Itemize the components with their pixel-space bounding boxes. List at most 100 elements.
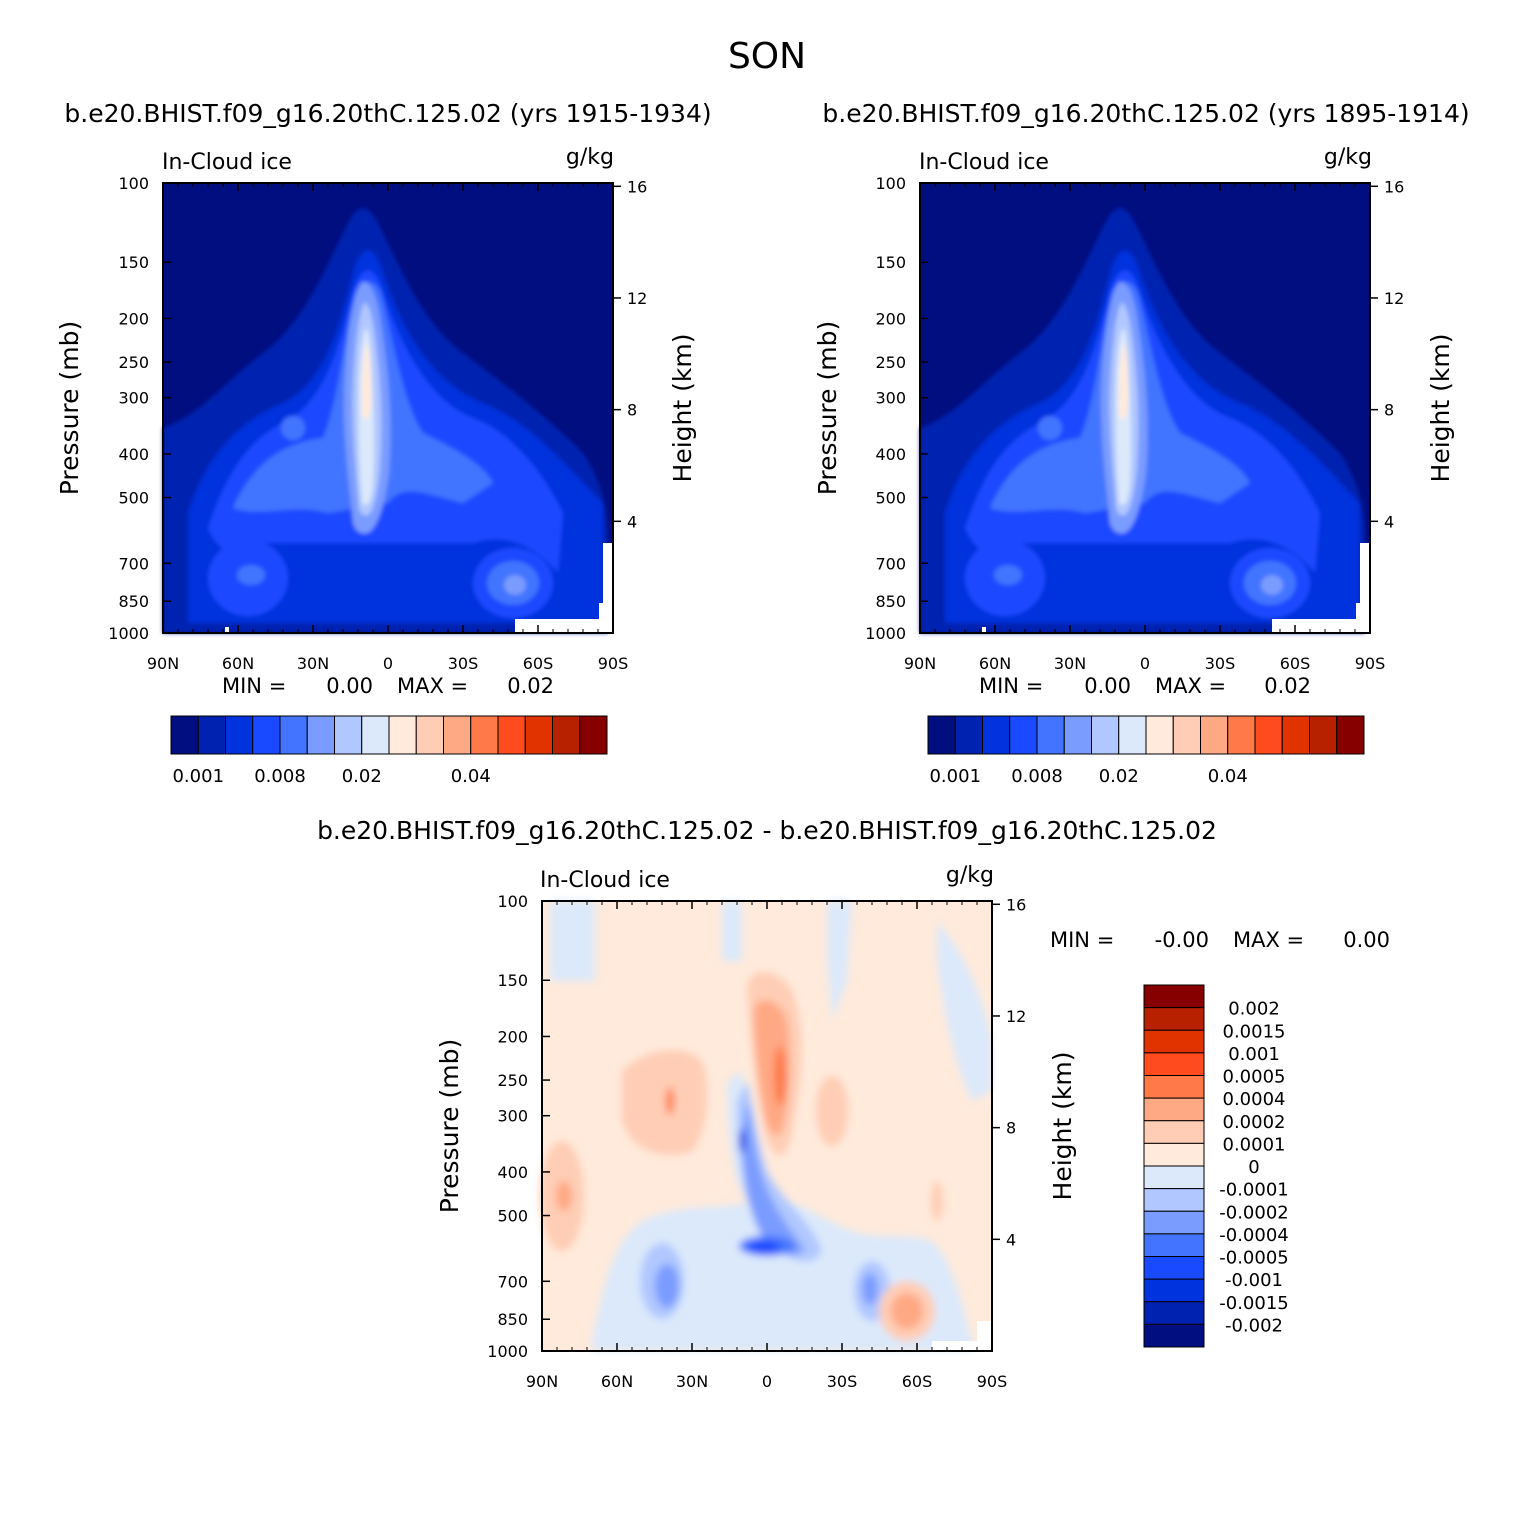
y-tick-label: 1000: [487, 1342, 528, 1361]
x-tick-label: 30S: [827, 1372, 858, 1391]
panel-right-min-label: MIN =: [979, 674, 1043, 698]
panel-left-ylabel-right: Height (km): [668, 334, 697, 483]
colorbar-box: [225, 715, 254, 755]
colorbar-label: 0.008: [254, 766, 306, 787]
y-tick-label: 1000: [108, 624, 149, 643]
x-tick-label: 30S: [448, 654, 479, 673]
colorbar-box: [1145, 715, 1174, 755]
y-tick-label: 400: [118, 445, 149, 464]
colorbar-box: [982, 715, 1011, 755]
panel-left-colorbar: 0.001 0.008 0.02 0.04: [170, 715, 608, 787]
panel-diff-min-label: MIN =: [1050, 928, 1114, 952]
colorbar-box: [1143, 1120, 1205, 1144]
x-tick-label: 60S: [1280, 654, 1311, 673]
main-title: SON: [728, 36, 806, 77]
panel-diff-max-label: MAX =: [1233, 928, 1304, 952]
colorbar-box: [1143, 1165, 1205, 1190]
colorbar-box: [415, 715, 444, 755]
colorbar-label: 0.001: [1228, 1044, 1280, 1065]
colorbar-box: [497, 715, 526, 755]
y-tick-label: 700: [118, 554, 149, 573]
panel-right-plot: [919, 182, 1371, 634]
y-right-tick-label: 16: [1006, 895, 1026, 914]
y-tick-label: 200: [497, 1027, 528, 1046]
panel-diff-colorbar: 0.0020.00150.0010.00050.00040.00020.0001…: [1143, 984, 1289, 1348]
y-tick-label: 150: [497, 971, 528, 990]
x-tick-label: 0: [1140, 654, 1150, 673]
y-right-tick-label: 16: [627, 177, 647, 196]
colorbar-box: [1143, 1278, 1205, 1303]
colorbar-box: [1227, 715, 1256, 755]
y-tick-label: 250: [118, 353, 149, 372]
x-tick-label: 30S: [1205, 654, 1236, 673]
y-tick-label: 150: [118, 253, 149, 272]
colorbar-label: 0.0015: [1223, 1021, 1286, 1042]
colorbar-label: 0.04: [1208, 766, 1248, 787]
y-tick-label: 300: [497, 1107, 528, 1126]
panel-left-max-value: 0.02: [507, 674, 554, 698]
y-tick-label: 850: [497, 1310, 528, 1329]
colorbar-box: [443, 715, 472, 755]
y-tick-label: 500: [118, 489, 149, 508]
panel-right-max-label: MAX =: [1155, 674, 1226, 698]
colorbar-label: -0.002: [1225, 1315, 1283, 1336]
colorbar-label: -0.0002: [1219, 1202, 1288, 1223]
y-right-tick-label: 8: [627, 401, 637, 420]
colorbar-box: [1143, 1029, 1205, 1054]
colorbar-box: [552, 715, 581, 755]
panel-left-title: b.e20.BHIST.f09_g16.20thC.125.02 (yrs 19…: [64, 99, 711, 128]
x-tick-label: 0: [383, 654, 393, 673]
colorbar-label: 0.002: [1228, 999, 1280, 1020]
colorbar-box: [170, 715, 199, 755]
y-tick-label: 400: [875, 445, 906, 464]
colorbar-box: [1143, 1075, 1205, 1099]
panel-diff-title: b.e20.BHIST.f09_g16.20thC.125.02 - b.e20…: [317, 816, 1217, 845]
panel-diff-ylabel: Pressure (mb): [435, 1039, 464, 1213]
panel-left-max-label: MAX =: [397, 674, 468, 698]
panel-diff-units: g/kg: [946, 863, 994, 888]
x-tick-label: 90S: [977, 1372, 1008, 1391]
colorbar-label: 0.0002: [1223, 1112, 1286, 1133]
colorbar-box: [1309, 715, 1338, 755]
colorbar-box: [306, 715, 335, 755]
x-tick-label: 60S: [523, 654, 554, 673]
y-right-tick-label: 8: [1006, 1119, 1016, 1138]
panel-left-left-string: In-Cloud ice: [162, 150, 292, 175]
x-tick-label: 30N: [297, 654, 329, 673]
x-tick-label: 90N: [147, 654, 179, 673]
colorbar-box: [1143, 1097, 1205, 1122]
colorbar-box: [1172, 715, 1201, 755]
panel-right: b.e20.BHIST.f09_g16.20thC.125.02 (yrs 18…: [813, 99, 1470, 787]
colorbar-box: [1281, 715, 1310, 755]
colorbar-label: -0.001: [1225, 1270, 1283, 1291]
y-tick-label: 100: [118, 174, 149, 193]
colorbar-box: [1143, 984, 1205, 1009]
panel-diff-min-value: -0.00: [1155, 928, 1209, 952]
y-right-tick-label: 8: [1384, 401, 1394, 420]
colorbar-box: [1118, 715, 1147, 755]
colorbar-box: [1143, 1210, 1205, 1235]
colorbar-box: [1143, 1301, 1205, 1325]
y-tick-label: 100: [875, 174, 906, 193]
panel-left: b.e20.BHIST.f09_g16.20thC.125.02 (yrs 19…: [55, 99, 712, 787]
y-right-tick-label: 16: [1384, 177, 1404, 196]
panel-left-axes: 90N 60N 30N 0 30S 60S 90S 100 150 200 250 300 400 500…: [108, 174, 647, 673]
colorbar-label: 0.02: [342, 766, 382, 787]
y-tick-label: 150: [875, 253, 906, 272]
panel-diff-plot: [540, 900, 993, 1352]
panel-left-ylabel: Pressure (mb): [55, 321, 84, 495]
panel-right-ylabel-right: Height (km): [1426, 334, 1455, 483]
y-tick-label: 200: [875, 309, 906, 328]
y-tick-label: 700: [497, 1272, 528, 1291]
y-tick-label: 300: [118, 389, 149, 408]
y-right-tick-label: 12: [627, 289, 647, 308]
panel-right-colorbar: 0.001 0.008 0.02 0.04: [927, 715, 1365, 787]
panel-left-plot: [162, 182, 614, 634]
colorbar-label: 0.001: [172, 766, 224, 787]
colorbar-box: [1143, 1142, 1205, 1167]
colorbar-box: [361, 715, 390, 755]
panel-left-units: g/kg: [566, 145, 614, 170]
colorbar-box: [1143, 1233, 1205, 1257]
colorbar-label: 0.0005: [1223, 1067, 1286, 1088]
